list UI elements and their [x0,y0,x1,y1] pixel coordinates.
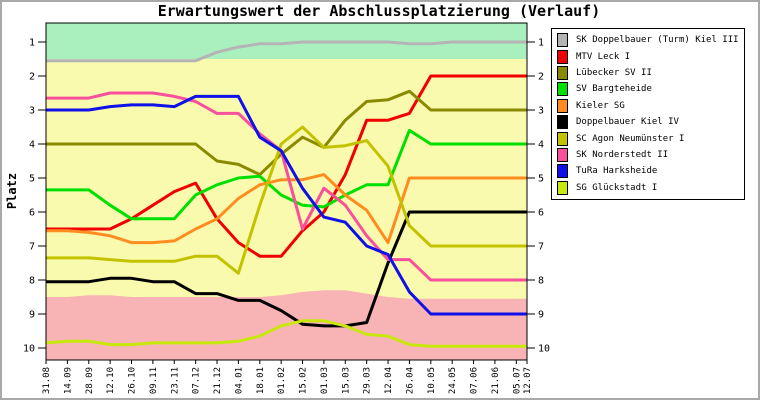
y-tick-label-left: 8 [29,276,35,287]
y-tick-label-left: 5 [29,174,35,185]
legend-entry: Kieler SG [557,98,739,114]
x-tick-label: 26.04 [405,367,415,394]
series-line-7 [46,91,527,282]
y-tick-label-right: 4 [538,140,544,151]
legend-label: Kieler SG [576,100,625,111]
x-tick-label: 04.01 [234,367,244,394]
series-line-1 [46,74,527,258]
legend-swatch [557,131,568,146]
y-tick-label-left: 2 [29,72,35,83]
y-tick-label-right: 7 [538,242,544,253]
legend-entry: SV Bargteheide [557,81,739,97]
plot-frame [45,22,528,361]
x-tick-label: 29.03 [363,367,373,394]
legend-swatch [557,147,568,162]
x-tick-label: 31.08 [42,367,52,394]
y-tick-label-left: 4 [29,140,35,151]
legend-swatch [557,115,568,130]
y-tick-label-left: 7 [29,242,35,253]
legend-swatch [557,98,568,113]
legend-label: SK Doppelbauer (Turm) Kiel III [576,35,739,46]
legend-swatch [557,49,568,64]
x-tick-label: 01.02 [277,367,287,394]
x-tick-label: 12.10 [106,367,116,394]
y-tick-label-right: 5 [538,174,544,185]
legend-label: Lübecker SV II [576,67,652,78]
legend-label: MTV Leck I [576,51,631,62]
legend-swatch [557,180,568,195]
x-tick-label: 12.07 [523,367,533,394]
x-tick-label: 15.03 [341,367,351,394]
x-tick-label: 18.01 [256,367,266,394]
x-tick-label: 14.09 [63,367,73,394]
legend-label: SC Agon Neumünster I [576,133,685,144]
legend-label: SV Bargteheide [576,84,652,95]
y-tick-label-right: 6 [538,208,544,219]
y-axis: 1 1 2 2 3 3 4 4 5 5 6 6 7 7 8 8 9 9 10 10 [23,38,550,355]
x-tick-label: 24.05 [448,367,458,394]
x-tick-label: 10.05 [427,367,437,394]
legend-entry: SK Doppelbauer (Turm) Kiel III [557,32,739,48]
chart-title: Erwartungswert der Abschlussplatzierung … [157,2,601,20]
y-tick-label-left: 6 [29,208,35,219]
series-line-3 [46,128,527,221]
x-tick-label: 23.11 [170,367,180,394]
legend-label: SG Glückstadt I [576,182,658,193]
x-tick-label: 01.03 [320,367,330,394]
x-tick-label: 21.06 [491,367,501,394]
legend-swatch [557,82,568,97]
legend-swatch [557,33,568,48]
y-tick-label-left: 1 [29,38,35,49]
series-line-6 [46,125,527,275]
x-tick-label: 15.02 [299,367,309,394]
x-tick-label: 12.04 [384,367,394,394]
legend-swatch [557,65,568,80]
legend-entry: TuRa Harksheide [557,163,739,179]
y-tick-label-right: 8 [538,276,544,287]
legend-entry: Doppelbauer Kiel IV [557,114,739,130]
y-tick-label-right: 9 [538,310,544,321]
y-tick-label-right: 1 [538,38,544,49]
legend-box: SK Doppelbauer (Turm) Kiel III MTV Leck I… [551,28,745,200]
x-tick-label: 05.07 [512,367,522,394]
x-tick-label: 26.10 [128,367,138,394]
legend-entry: MTV Leck I [557,48,739,64]
x-tick-label: 21.12 [213,367,223,394]
legend-label: TuRa Harksheide [576,166,658,177]
y-tick-label-left: 10 [23,344,35,355]
x-tick-label: 28.09 [85,367,95,394]
series-line-9 [45,319,527,348]
series-line-2 [46,89,527,177]
series-line-0 [46,40,527,63]
x-axis: 31.08 14.09 28.09 12.10 26.10 09.11 23.11 07.12… [42,360,533,394]
y-tick-label-right: 3 [538,106,544,117]
y-tick-label-right: 10 [538,344,550,355]
legend-label: SK Norderstedt II [576,149,669,160]
x-tick-label: 07.06 [470,367,480,394]
y-tick-label-left: 3 [29,106,35,117]
series-line-4 [46,173,527,245]
legend-entry: SK Norderstedt II [557,147,739,163]
legend-entry: SG Glückstadt I [557,180,739,196]
legend-label: Doppelbauer Kiel IV [576,117,679,128]
x-tick-label: 09.11 [149,367,159,394]
y-tick-label-left: 9 [29,310,35,321]
legend-entry: Lübecker SV II [557,65,739,81]
series-line-5 [46,210,527,328]
x-tick-label: 07.12 [192,367,202,394]
y-tick-label-right: 2 [538,72,544,83]
legend-entry: SC Agon Neumünster I [557,130,739,146]
y-axis-label: Platz [5,172,19,210]
series-line-8 [46,94,527,316]
legend-swatch [557,164,568,179]
